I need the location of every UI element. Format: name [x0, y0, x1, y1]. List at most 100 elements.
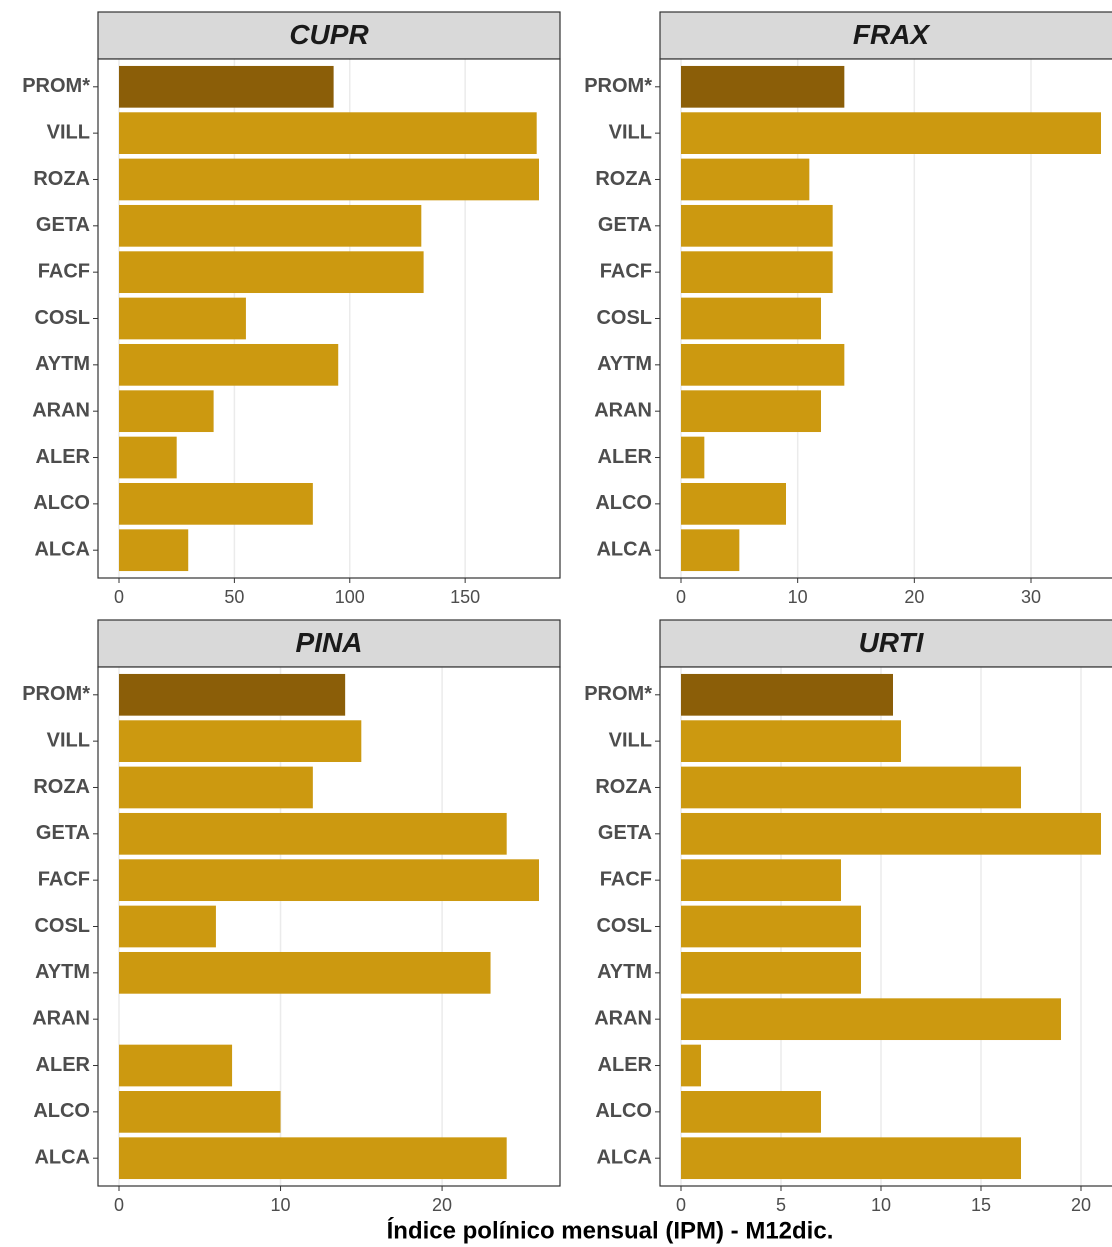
panel-title: PINA: [296, 627, 363, 658]
y-tick-label: VILL: [47, 121, 90, 143]
bar: [681, 673, 893, 716]
panel-title: FRAX: [853, 19, 932, 50]
y-tick-label: ALCO: [33, 1100, 90, 1122]
y-tick-label: COSL: [34, 915, 90, 937]
bar: [681, 158, 810, 201]
y-tick-label: VILL: [609, 729, 652, 751]
y-tick-label: AYTM: [35, 353, 90, 375]
y-tick-label: VILL: [609, 121, 652, 143]
y-tick-label: FACF: [600, 868, 652, 890]
y-tick-label: ALCO: [595, 1100, 652, 1122]
y-tick-label: ALER: [36, 446, 91, 468]
y-tick-label: ARAN: [32, 399, 90, 421]
bar: [681, 251, 833, 294]
y-tick-label: ALCA: [596, 1146, 652, 1168]
bar: [681, 720, 901, 762]
bar: [119, 951, 491, 994]
y-tick-label: FACF: [38, 868, 90, 890]
x-tick-label: 100: [335, 587, 365, 607]
x-tick-label: 150: [450, 587, 480, 607]
bar: [119, 905, 216, 948]
x-tick-label: 10: [271, 1195, 291, 1215]
y-tick-label: PROM*: [22, 75, 90, 97]
y-tick-label: FACF: [38, 260, 90, 282]
panel-border: [659, 666, 1112, 1187]
y-tick-label: GETA: [598, 214, 652, 236]
y-tick-label: ARAN: [594, 399, 652, 421]
y-tick-label: PROM*: [22, 683, 90, 705]
bar: [119, 1091, 281, 1133]
bar: [119, 390, 214, 433]
x-tick-label: 10: [788, 587, 808, 607]
x-tick-label: 0: [676, 1195, 686, 1215]
bar: [119, 859, 539, 902]
bar: [681, 297, 821, 340]
panel-title: URTI: [859, 627, 925, 658]
y-tick-label: ALCO: [33, 492, 90, 514]
y-tick-label: ROZA: [595, 168, 652, 190]
x-tick-label: 15: [971, 1195, 991, 1215]
y-tick-label: ARAN: [32, 1007, 90, 1029]
x-tick-label: 20: [432, 1195, 452, 1215]
y-tick-label: COSL: [596, 307, 652, 329]
bar: [681, 65, 845, 108]
strip: [97, 619, 561, 668]
bar: [119, 112, 537, 154]
panel-border: [97, 666, 561, 1187]
bar: [119, 436, 177, 479]
y-tick-label: ROZA: [33, 776, 90, 798]
y-tick-label: GETA: [36, 822, 90, 844]
x-tick-label: 0: [114, 1195, 124, 1215]
bar: [119, 766, 313, 809]
y-tick-label: ALER: [598, 1054, 653, 1076]
bar: [681, 390, 821, 433]
y-tick-label: FACF: [600, 260, 652, 282]
x-tick-label: 20: [1071, 1195, 1091, 1215]
panel-border: [97, 58, 561, 579]
y-tick-label: AYTM: [597, 961, 652, 983]
bar: [681, 1091, 821, 1133]
panel-title: CUPR: [289, 19, 369, 50]
bar: [681, 951, 861, 994]
y-tick-label: ALER: [36, 1054, 91, 1076]
bar: [119, 65, 334, 108]
bar: [119, 812, 507, 855]
bar: [119, 343, 339, 386]
bar: [119, 251, 424, 294]
y-tick-label: PROM*: [584, 75, 652, 97]
y-tick-label: AYTM: [597, 353, 652, 375]
bar: [681, 343, 845, 386]
bar: [119, 204, 422, 247]
bar: [681, 905, 861, 948]
y-tick-label: VILL: [47, 729, 90, 751]
y-tick-label: AYTM: [35, 961, 90, 983]
bar: [119, 529, 189, 572]
x-tick-label: 5: [776, 1195, 786, 1215]
bar: [681, 998, 1061, 1041]
x-tick-label: 10: [871, 1195, 891, 1215]
y-tick-label: ALCO: [595, 492, 652, 514]
y-tick-label: ALCA: [596, 538, 652, 560]
y-tick-label: ALCA: [34, 1146, 90, 1168]
bar: [681, 812, 1101, 855]
y-tick-label: ALER: [598, 446, 653, 468]
y-tick-label: COSL: [34, 307, 90, 329]
y-tick-label: ROZA: [33, 168, 90, 190]
bar: [119, 1044, 233, 1087]
y-tick-label: PROM*: [584, 683, 652, 705]
bar: [119, 1137, 507, 1180]
bar: [681, 766, 1021, 809]
x-tick-label: 0: [676, 587, 686, 607]
y-tick-label: GETA: [36, 214, 90, 236]
x-tick-label: 30: [1021, 587, 1041, 607]
x-axis-label: Índice polínico mensual (IPM) - M12dic.: [387, 1216, 834, 1244]
x-tick-label: 20: [904, 587, 924, 607]
bar: [119, 673, 346, 716]
bar: [681, 112, 1101, 154]
bar: [681, 483, 786, 525]
panel-border: [659, 58, 1112, 579]
bar: [681, 1137, 1021, 1180]
x-tick-label: 50: [224, 587, 244, 607]
